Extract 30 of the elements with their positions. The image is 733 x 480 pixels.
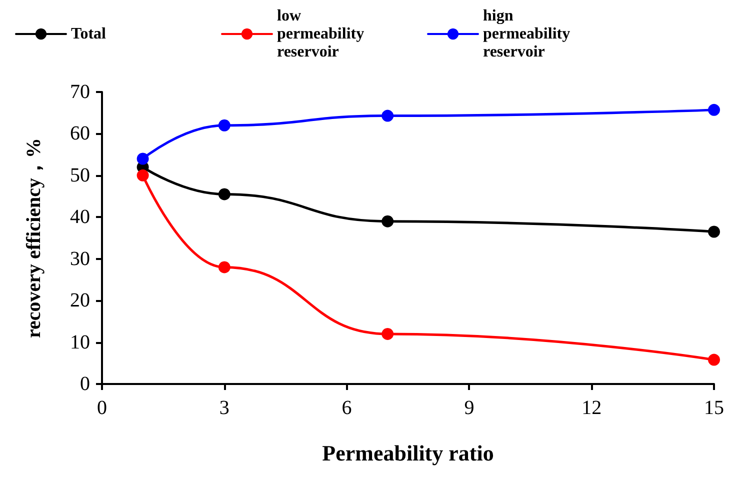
point (136, 169, 149, 182)
x-tick-label: 3 (219, 397, 230, 419)
y-axis-title: recovery efficiency，% (23, 138, 45, 338)
x-tick-label: 0 (97, 397, 107, 419)
y-tick-label: 30 (70, 248, 90, 270)
legend-label: Total (71, 26, 107, 42)
legend-label: hign permeability reservoir (483, 8, 574, 60)
y-tick-label: 60 (70, 122, 90, 145)
x-axis-title: Permeability ratio (322, 440, 494, 466)
y-tick-label: 10 (70, 331, 90, 354)
x-tick-label: 12 (582, 397, 602, 419)
point (218, 119, 230, 132)
x-tick-label: 9 (464, 397, 474, 419)
x-tick-label: 6 (342, 397, 352, 419)
y-tick-label: 50 (70, 164, 90, 186)
point (218, 261, 230, 274)
point (382, 215, 394, 228)
legend-label: low permeability reservoir (277, 8, 368, 60)
point (218, 188, 230, 200)
x-tick-label: 15 (704, 397, 724, 419)
point (382, 110, 394, 122)
point (382, 328, 394, 340)
point (708, 226, 720, 238)
y-tick-label: 0 (80, 373, 90, 395)
point (708, 104, 720, 116)
y-tick-label: 20 (70, 290, 90, 312)
y-tick-label: 70 (70, 81, 90, 103)
point (136, 152, 149, 165)
y-tick-label: 40 (70, 206, 90, 228)
point (708, 354, 720, 366)
